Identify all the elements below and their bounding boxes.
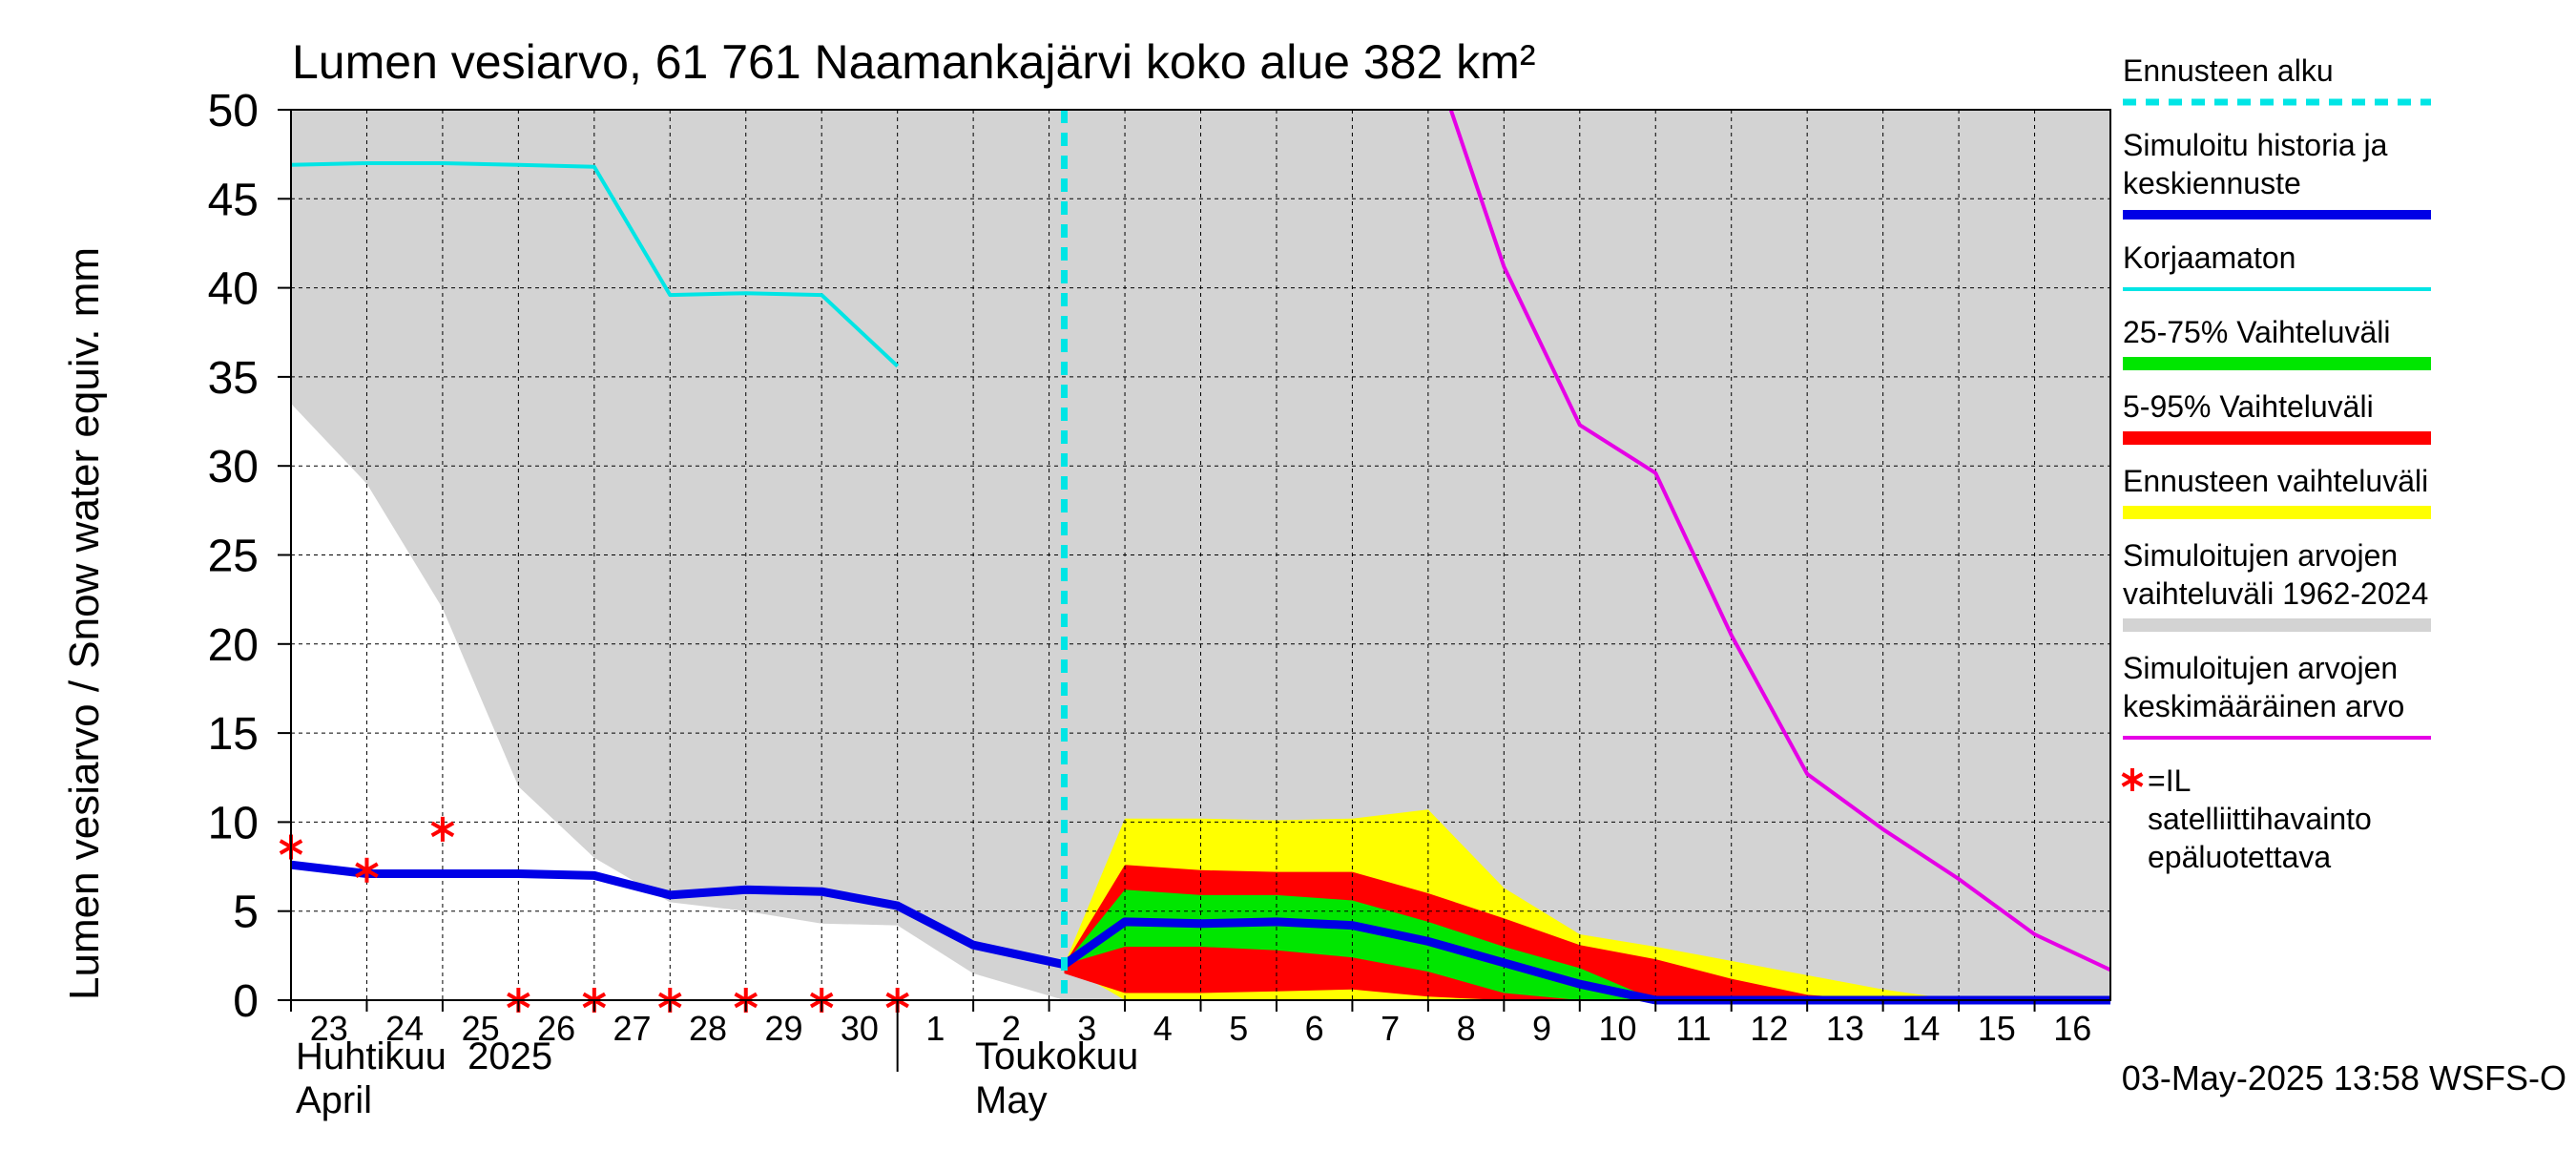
timestamp-label: 03-May-2025 13:58 WSFS-O bbox=[2122, 1058, 2566, 1098]
legend-label: keskimääräinen arvo bbox=[2123, 689, 2404, 723]
x-tick-label: 5 bbox=[1229, 1009, 1248, 1048]
y-axis-label: Lumen vesiarvo / Snow water equiv. mm bbox=[61, 247, 108, 1000]
legend-item: Korjaamaton bbox=[2123, 240, 2431, 291]
legend-label: Simuloitujen arvojen bbox=[2123, 651, 2398, 685]
x-tick-label: 8 bbox=[1457, 1009, 1476, 1048]
x-tick-label: 29 bbox=[764, 1009, 802, 1048]
legend-marker-icon-stroke bbox=[2121, 772, 2144, 787]
x-tick-label: 6 bbox=[1305, 1009, 1324, 1048]
y-tick-label: 25 bbox=[208, 532, 259, 582]
x-tick-label: 15 bbox=[1978, 1009, 2016, 1048]
x-tick-label: 11 bbox=[1675, 1009, 1711, 1048]
satellite-marker bbox=[430, 816, 455, 842]
x-tick-label: 28 bbox=[689, 1009, 727, 1048]
series-line-simuloitujen-arvojen-keskim-r-inen-arvo bbox=[1448, 109, 2111, 972]
legend-item: Ennusteen alku bbox=[2123, 53, 2431, 106]
y-tick-label: 40 bbox=[208, 264, 259, 315]
legend-item: Simuloitujen arvojen keskimääräinen arvo bbox=[2123, 651, 2431, 740]
month-label-may-en: May bbox=[975, 1079, 1048, 1121]
x-tick-label: 3 bbox=[1077, 1009, 1096, 1048]
legend-item: Simuloitu historia ja keskiennuste bbox=[2123, 128, 2431, 220]
y-tick-label: 15 bbox=[208, 709, 259, 760]
y-tick-label: 45 bbox=[208, 175, 259, 225]
month-label-may-fi: Toukokuu bbox=[975, 1035, 1138, 1077]
x-tick-label: 16 bbox=[2053, 1009, 2091, 1048]
series-line-korjaamaton bbox=[290, 161, 900, 368]
x-tick-label: 23 bbox=[310, 1009, 348, 1048]
legend-label: 25-75% Vaihteluväli bbox=[2123, 315, 2390, 349]
legend-label: =IL bbox=[2148, 763, 2191, 798]
legend-item: 25-75% Vaihteluväli bbox=[2123, 315, 2431, 370]
x-tick-label: 30 bbox=[841, 1009, 879, 1048]
y-tick-label: 50 bbox=[208, 86, 259, 136]
x-tick-label: 2 bbox=[1002, 1009, 1021, 1048]
y-tick-label: 20 bbox=[208, 620, 259, 671]
legend-label: vaihteluväli 1962-2024 bbox=[2123, 576, 2428, 611]
satellite-marker-stroke bbox=[355, 862, 379, 879]
x-tick-label: 14 bbox=[1901, 1009, 1940, 1048]
legend-label: epäluotettava bbox=[2148, 840, 2331, 874]
y-tick-label: 30 bbox=[208, 442, 259, 492]
legend-label: Ennusteen vaihteluväli bbox=[2123, 464, 2428, 498]
legend-label: Ennusteen alku bbox=[2123, 53, 2334, 88]
legend-item: 5-95% Vaihteluväli bbox=[2123, 389, 2431, 445]
x-tick-label: 9 bbox=[1532, 1009, 1551, 1048]
x-tick-label: 24 bbox=[385, 1009, 424, 1048]
y-tick-label: 0 bbox=[233, 976, 259, 1027]
y-tick-label: 5 bbox=[233, 888, 259, 938]
x-tick-label: 26 bbox=[537, 1009, 575, 1048]
legend-marker-icon bbox=[2121, 768, 2144, 791]
x-tick-label: 25 bbox=[462, 1009, 500, 1048]
legend-item: =IL satelliittihavainto epäluotettava bbox=[2121, 763, 2372, 874]
legend-label: 5-95% Vaihteluväli bbox=[2123, 389, 2374, 424]
y-tick-label: 10 bbox=[208, 798, 259, 848]
legend-label: keskiennuste bbox=[2123, 166, 2301, 200]
legend-item: Ennusteen vaihteluväli bbox=[2123, 464, 2431, 519]
x-tick-label: 7 bbox=[1381, 1009, 1400, 1048]
legend-label: satelliittihavainto bbox=[2148, 802, 2372, 836]
month-label-april-fi: Huhtikuu 2025 bbox=[296, 1035, 552, 1077]
gridlines bbox=[291, 110, 2110, 1000]
satellite-marker bbox=[355, 857, 379, 883]
x-tick-label: 12 bbox=[1750, 1009, 1788, 1048]
x-tick-label: 10 bbox=[1598, 1009, 1636, 1048]
x-tick-label: 4 bbox=[1153, 1009, 1173, 1048]
x-tick-label: 27 bbox=[613, 1009, 652, 1048]
chart-title: Lumen vesiarvo, 61 761 Naamankajärvi kok… bbox=[292, 35, 1535, 89]
x-tick-label: 13 bbox=[1826, 1009, 1864, 1048]
legend-label: Simuloitu historia ja bbox=[2123, 128, 2388, 162]
band-25-75-vaihteluv-li bbox=[1064, 889, 1656, 1000]
month-label-april-en: April bbox=[296, 1079, 372, 1121]
satellite-marker-stroke bbox=[430, 821, 455, 838]
legend-label: Simuloitujen arvojen bbox=[2123, 538, 2398, 573]
legend-label: Korjaamaton bbox=[2123, 240, 2296, 275]
historical-range-lower-area bbox=[291, 403, 2110, 1000]
legend: Ennusteen alku Simuloitu historia ja keski… bbox=[2121, 53, 2431, 874]
y-tick-label: 35 bbox=[208, 353, 259, 404]
x-tick-label: 1 bbox=[925, 1009, 945, 1048]
